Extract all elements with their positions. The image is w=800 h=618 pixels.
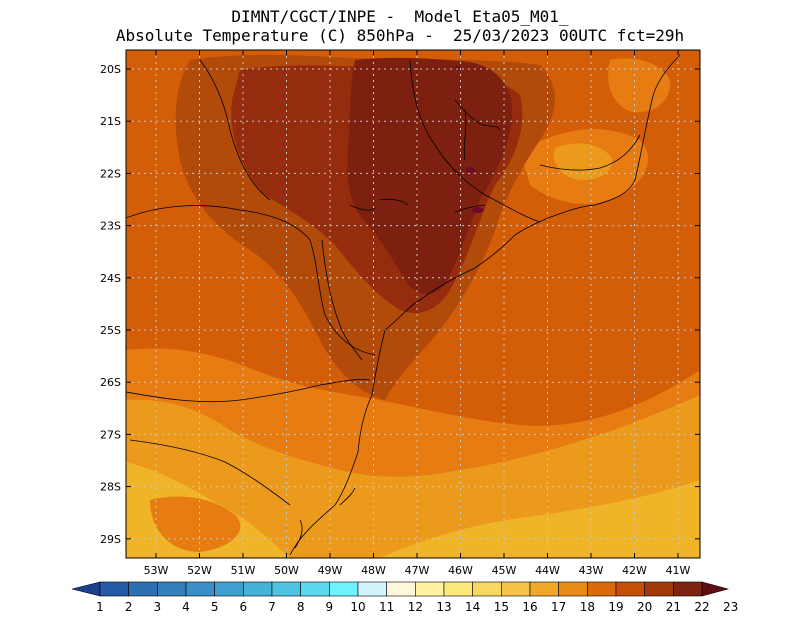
colorbar-swatch	[243, 581, 273, 597]
colorbar-swatch	[501, 581, 531, 597]
map-title-line-2: Absolute Temperature (C) 850hPa - 25/03/…	[115, 26, 685, 45]
colorbar-swatch	[300, 581, 330, 597]
colorbar-swatch	[673, 581, 703, 597]
coastlines-and-borders	[126, 54, 681, 556]
lat-label: 25S	[100, 324, 121, 337]
lon-label: 46W	[448, 564, 473, 577]
colorbar-label: 2	[125, 600, 133, 614]
colorbar-swatch	[472, 581, 502, 597]
field-18-northeast	[608, 58, 671, 113]
colorbar-swatch	[329, 581, 359, 597]
colorbar-swatch	[587, 581, 617, 597]
colorbar-swatch	[443, 581, 473, 597]
colorbar-label: 23	[723, 600, 738, 614]
colorbar-label: 9	[326, 600, 334, 614]
lon-label: 42W	[622, 564, 647, 577]
colorbar-swatch	[185, 581, 215, 597]
state-border-f	[129, 439, 291, 506]
colorbar-arrow-left	[71, 581, 101, 597]
state-border-a	[126, 205, 376, 356]
colorbar-label: 5	[211, 600, 219, 614]
lat-label: 27S	[100, 428, 121, 441]
colorbar-label: 20	[637, 600, 652, 614]
colorbar-label: 10	[350, 600, 365, 614]
longitude-axis: 53W 52W 51W 50W 49W 48W 47W 46W 45W 44W 43W 42W 41W	[144, 50, 691, 577]
colorbar-swatch	[644, 581, 674, 597]
map-frame	[125, 49, 701, 559]
lon-label: 44W	[535, 564, 560, 577]
colorbar-label: 6	[240, 600, 248, 614]
lon-label: 50W	[274, 564, 299, 577]
colorbar: 1 2 3 4 5 6 7 8 9 10 11 12 13 14 15 16 17 18 19 20 21 22 23	[71, 581, 738, 614]
field-17-east-patch	[553, 143, 613, 181]
colorbar-swatch	[615, 581, 645, 597]
lat-label: 24S	[100, 272, 121, 285]
colorbar-arrow-right	[701, 581, 730, 597]
lon-label: 48W	[361, 564, 386, 577]
lat-label: 22S	[100, 167, 121, 180]
colorbar-label: 17	[551, 600, 566, 614]
colorbar-label: 4	[182, 600, 190, 614]
colorbar-label: 3	[154, 600, 162, 614]
coast-islands	[349, 198, 486, 213]
colorbar-swatch	[357, 581, 387, 597]
colorbar-label: 1	[96, 600, 104, 614]
field-23-spot-2	[472, 207, 484, 213]
lat-label: 20S	[100, 63, 121, 76]
lon-label: 51W	[231, 564, 256, 577]
colorbar-label: 13	[436, 600, 451, 614]
colorbar-swatch	[99, 581, 129, 597]
colorbar-label: 11	[379, 600, 394, 614]
lat-label: 28S	[100, 481, 121, 494]
state-border-e	[126, 379, 371, 403]
lon-label: 47W	[405, 564, 430, 577]
colorbar-label: 14	[465, 600, 480, 614]
colorbar-label: 8	[297, 600, 305, 614]
lon-label: 41W	[666, 564, 691, 577]
state-border-d	[539, 134, 641, 171]
field-18-sw-island	[150, 496, 241, 552]
lat-label: 29S	[100, 533, 121, 546]
colorbar-label: 18	[580, 600, 595, 614]
map-title-line-1: DIMNT/CGCT/INPE - Model Eta05_M01_	[231, 7, 569, 26]
state-border-c	[199, 59, 271, 201]
colorbar-swatch	[157, 581, 187, 597]
lake-shape	[454, 99, 501, 161]
lon-label: 45W	[492, 564, 517, 577]
lon-label: 52W	[187, 564, 212, 577]
colorbar-label: 12	[408, 600, 423, 614]
colorbar-swatch	[271, 581, 301, 597]
colorbar-label: 22	[694, 600, 709, 614]
colorbar-label: 16	[522, 600, 537, 614]
colorbar-swatch	[214, 581, 244, 597]
graticule	[126, 50, 700, 558]
colorbar-swatch	[529, 581, 559, 597]
lat-label: 21S	[100, 115, 121, 128]
lagoon-south	[294, 487, 356, 549]
state-border-b	[409, 59, 541, 223]
colorbar-swatch	[558, 581, 588, 597]
colorbar-label: 7	[268, 600, 276, 614]
state-border-g	[321, 239, 363, 361]
lat-label: 26S	[100, 376, 121, 389]
colorbar-label: 19	[608, 600, 623, 614]
field-23-spot-1	[465, 167, 475, 173]
lon-label: 49W	[318, 564, 343, 577]
colorbar-swatch	[415, 581, 445, 597]
lat-label: 23S	[100, 220, 121, 233]
colorbar-label: 15	[494, 600, 509, 614]
coastline	[289, 54, 681, 556]
temperature-field	[126, 50, 700, 558]
colorbar-swatch	[386, 581, 416, 597]
lon-label: 43W	[579, 564, 604, 577]
latitude-axis: 20S 21S 22S 23S 24S 25S 26S 27S 28S 29S	[100, 63, 700, 546]
colorbar-label: 21	[666, 600, 681, 614]
colorbar-swatch	[128, 581, 158, 597]
lon-label: 53W	[144, 564, 169, 577]
